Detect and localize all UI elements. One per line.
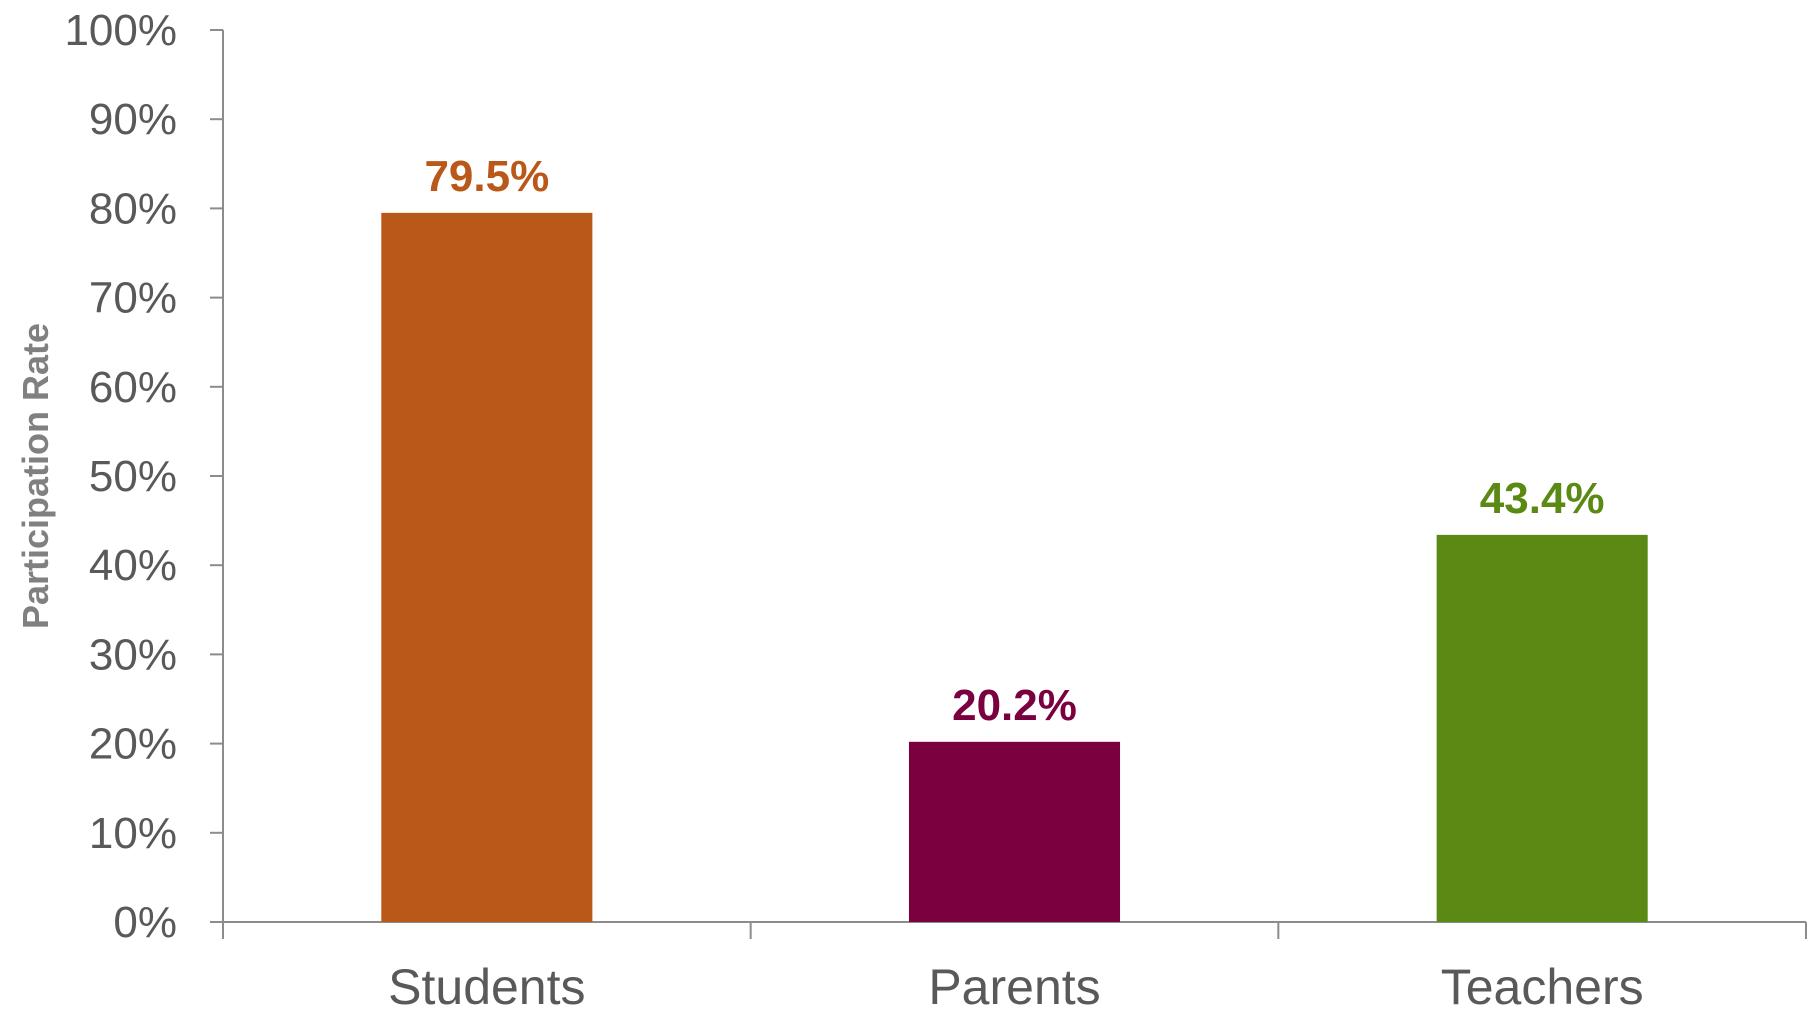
y-tick-label: 50% [89, 452, 177, 501]
bar-parents [908, 741, 1121, 922]
data-labels: 79.5% 20.2% 43.4% [424, 152, 1604, 730]
y-tick-label: 10% [89, 809, 177, 858]
x-category-label: Teachers [1441, 959, 1644, 1015]
x-category-label: Parents [928, 959, 1100, 1015]
y-tick-label: 30% [89, 630, 177, 679]
y-tick-label: 60% [89, 363, 177, 412]
data-label-teachers: 43.4% [1480, 474, 1605, 523]
y-axis-title: Participation Rate [15, 323, 56, 629]
y-tick-label: 20% [89, 720, 177, 769]
y-tick-label: 40% [89, 541, 177, 590]
y-tick-label: 90% [89, 95, 177, 144]
data-label-students: 79.5% [424, 152, 549, 201]
axes: 0% 10% 20% 30% 40% 50% 60% 70% 80% 90% 100% Student… [64, 6, 1807, 1015]
x-category-label: Students [388, 959, 585, 1015]
y-tick-label: 80% [89, 184, 177, 233]
y-tick-label: 100% [64, 6, 177, 55]
bars [381, 212, 1648, 923]
bar-students [381, 212, 593, 923]
y-tick-label: 0% [113, 898, 177, 947]
bar-teachers [1436, 534, 1648, 922]
data-label-parents: 20.2% [952, 681, 1077, 730]
y-tick-label: 70% [89, 274, 177, 323]
